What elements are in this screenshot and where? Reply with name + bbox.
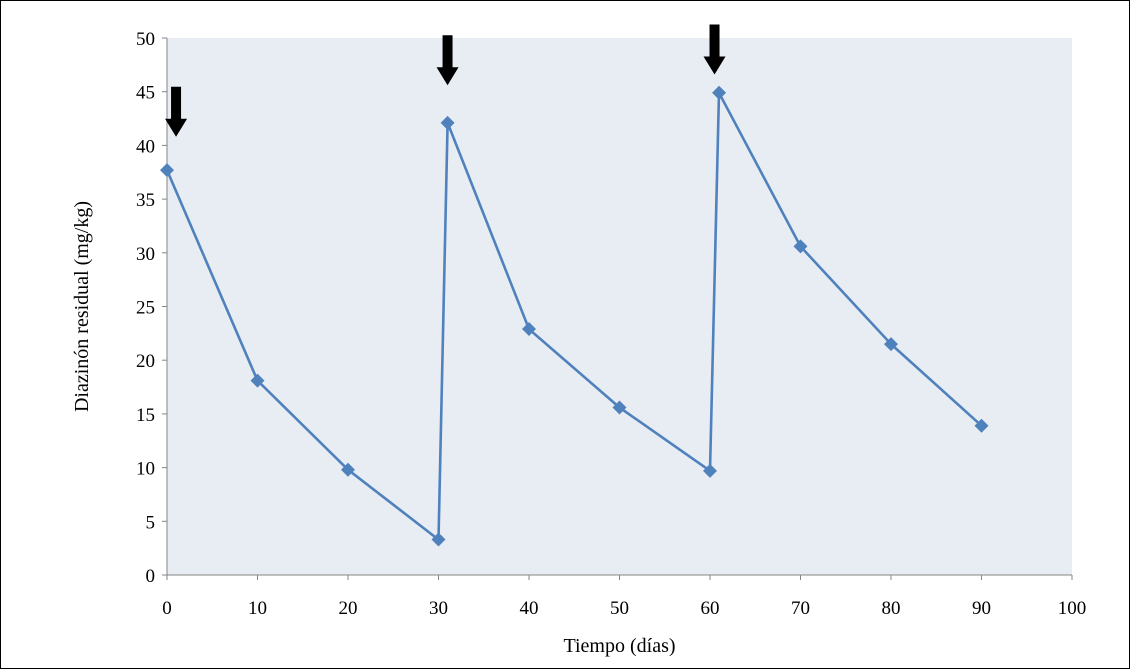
data-point-marker	[341, 462, 355, 477]
plot-area	[167, 38, 1072, 575]
y-axis-title: Diazinón residual (mg/kg)	[71, 201, 93, 412]
x-tick-label: 0	[162, 598, 172, 619]
y-tick-label: 0	[146, 566, 156, 587]
down-arrow	[703, 24, 726, 75]
x-tick-label: 20	[339, 598, 358, 619]
y-tick-label: 15	[136, 405, 155, 426]
y-tick-label: 35	[136, 190, 155, 211]
y-tick-label: 20	[136, 351, 155, 372]
x-tick-label: 100	[1058, 598, 1087, 619]
y-tick-label: 5	[146, 512, 156, 533]
x-tick-label: 60	[701, 598, 720, 619]
y-tick-label: 30	[136, 244, 155, 265]
x-tick-label: 30	[429, 598, 448, 619]
down-arrow	[165, 86, 188, 137]
data-point-marker	[884, 337, 898, 352]
y-tick-label: 25	[136, 298, 155, 319]
annotation-arrows	[165, 24, 726, 137]
y-tick-label: 50	[136, 29, 155, 50]
data-point-marker	[703, 463, 717, 478]
series-line	[165, 91, 983, 541]
x-tick-label: 40	[520, 598, 539, 619]
series	[160, 85, 989, 547]
data-point-marker	[612, 400, 627, 415]
x-tick-label: 80	[882, 598, 901, 619]
x-axis-title: Tiempo (días)	[563, 635, 675, 657]
x-tick-label: 50	[610, 598, 629, 619]
x-tick-label: 70	[791, 598, 810, 619]
x-tick-label: 10	[248, 598, 267, 619]
y-tick-label: 40	[136, 136, 155, 157]
data-point-marker	[522, 322, 536, 337]
y-tick-labels: 0 5 10 15 20 25 30 35 40 45 50	[136, 29, 155, 587]
data-point-marker	[793, 239, 808, 254]
y-tick-label: 45	[136, 83, 155, 104]
data-point-marker	[440, 115, 455, 130]
data-point-marker	[250, 373, 265, 388]
y-tick-label: 10	[136, 459, 155, 480]
data-point-marker	[160, 163, 174, 178]
axes	[162, 37, 1073, 580]
data-point-marker	[712, 85, 727, 100]
data-point-marker	[974, 418, 989, 433]
data-point-marker	[431, 532, 446, 547]
x-tick-labels: 0 10 20 30 40 50 60 70 80 90 100	[162, 598, 1086, 619]
down-arrow	[436, 35, 459, 86]
x-tick-label: 90	[972, 598, 991, 619]
